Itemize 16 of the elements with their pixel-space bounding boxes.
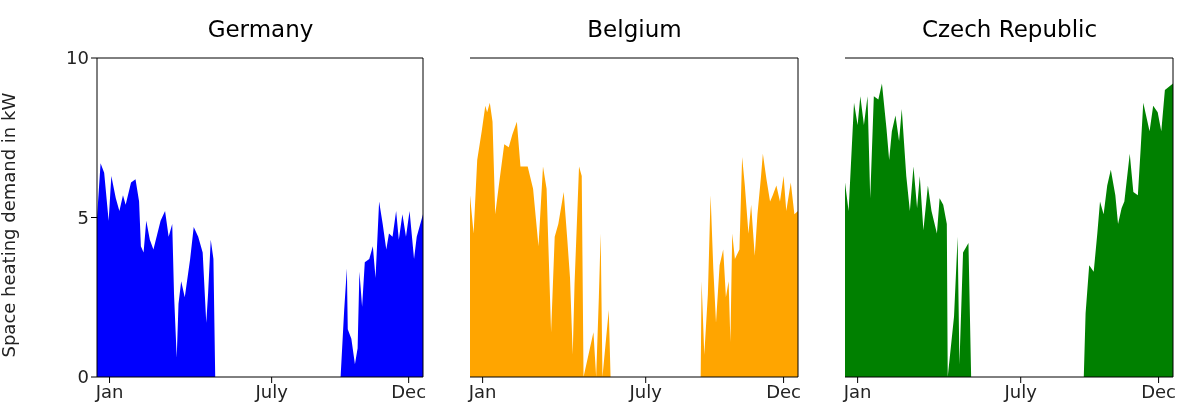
x-tick-label: Dec (1141, 380, 1176, 402)
x-tick-label: July (254, 380, 289, 402)
x-tick-label: July (628, 380, 663, 402)
x-tick-label: Dec (766, 380, 801, 402)
y-tick-label: 0 (77, 366, 89, 388)
x-tick-label: Jan (842, 380, 872, 402)
x-tick-label: July (1003, 380, 1038, 402)
y-tick-label: 5 (77, 206, 89, 228)
chart-title: Czech Republic (920, 16, 1099, 42)
chart-title: Belgium (586, 16, 683, 42)
chart-title: Germany (206, 16, 315, 42)
y-tick-label: 10 (66, 47, 89, 69)
x-tick-label: Dec (391, 380, 427, 402)
x-tick-label: Jan (467, 380, 497, 402)
y-axis-title: Space heating demand in kW (0, 92, 20, 358)
x-tick-label: Jan (94, 380, 124, 402)
